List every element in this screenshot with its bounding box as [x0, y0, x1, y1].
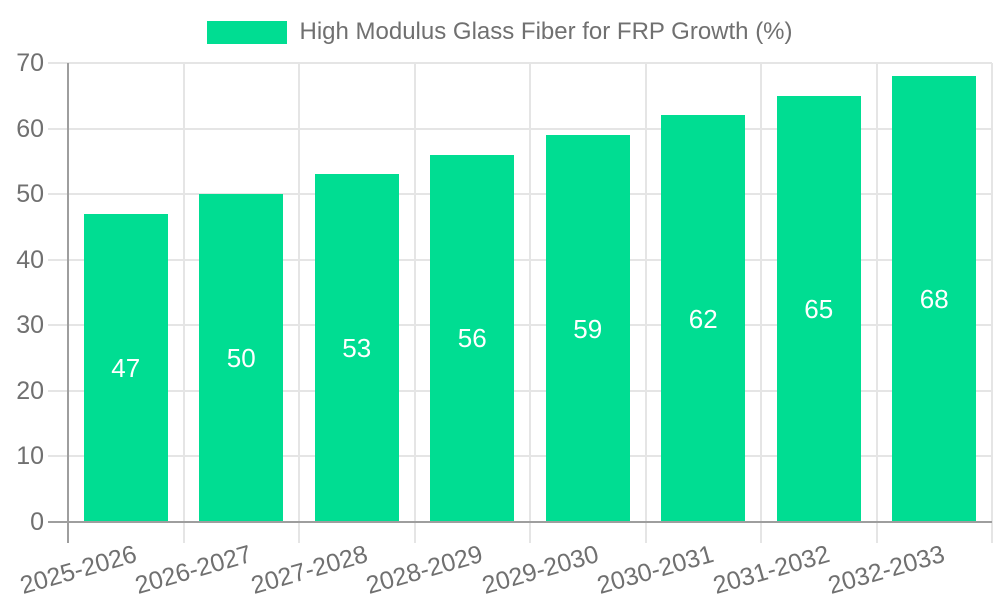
- y-axis-tick-label: 50: [16, 180, 44, 209]
- bar-value-label: 50: [226, 343, 256, 374]
- bar-value-label: 56: [457, 323, 487, 354]
- legend-item[interactable]: High Modulus Glass Fiber for FRP Growth …: [207, 17, 793, 47]
- bar[interactable]: [314, 174, 399, 522]
- bar-value-label: 68: [919, 284, 949, 315]
- y-gridline: [48, 127, 992, 130]
- x-gridline: [529, 63, 531, 543]
- y-gridline: [48, 324, 992, 327]
- y-axis-tick-label: 10: [16, 442, 44, 471]
- bar-value-label: 53: [342, 333, 372, 364]
- y-gridline: [48, 193, 992, 196]
- bar[interactable]: [776, 95, 861, 522]
- x-gridline: [875, 63, 878, 543]
- y-axis-line: [67, 63, 69, 543]
- bar[interactable]: [199, 194, 284, 522]
- x-gridline: [413, 63, 416, 543]
- y-gridline: [48, 389, 992, 392]
- y-axis-tick-label: 20: [16, 376, 44, 405]
- x-gridline: [991, 63, 993, 543]
- bar[interactable]: [430, 154, 515, 522]
- y-gridline: [48, 62, 992, 64]
- bar[interactable]: [661, 115, 746, 522]
- y-gridline: [48, 258, 992, 261]
- x-gridline: [644, 63, 647, 543]
- bar-value-label: 62: [688, 303, 718, 334]
- x-gridline: [298, 63, 300, 543]
- y-axis-tick-label: 70: [16, 49, 44, 77]
- legend-swatch: [207, 20, 288, 44]
- y-axis-tick-label: 40: [16, 245, 44, 274]
- legend-label: High Modulus Glass Fiber for FRP Growth …: [299, 18, 793, 45]
- bar[interactable]: [545, 135, 630, 522]
- y-axis-tick-label: 60: [16, 114, 44, 143]
- bar-value-label: 59: [573, 313, 603, 344]
- chart-legend: High Modulus Glass Fiber for FRP Growth …: [0, 17, 1000, 47]
- x-axis-line: [48, 521, 992, 523]
- bar[interactable]: [892, 76, 977, 522]
- bar-value-label: 65: [804, 293, 834, 324]
- x-gridline: [182, 63, 185, 543]
- bar[interactable]: [83, 213, 168, 522]
- bar-value-label: 47: [111, 352, 141, 383]
- y-gridline: [48, 455, 992, 458]
- y-axis-tick-label: 30: [16, 311, 44, 340]
- x-gridline: [760, 63, 762, 543]
- y-axis-tick-label: 0: [30, 508, 44, 536]
